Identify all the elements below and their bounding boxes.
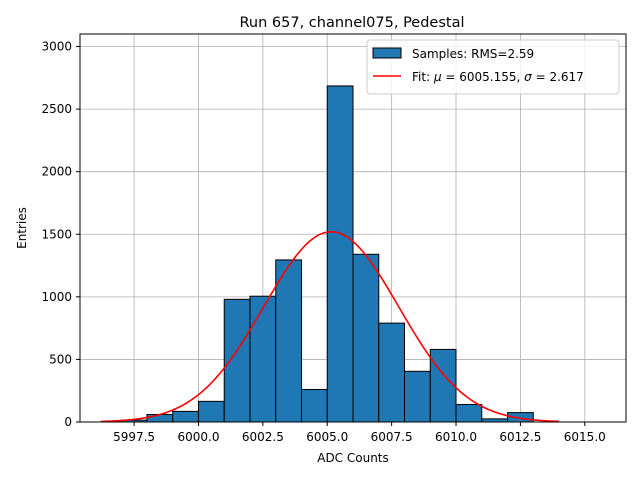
histogram-bar-13 — [455, 403, 483, 423]
histogram-bar-11 — [404, 370, 431, 423]
legend-patch-samples — [372, 47, 402, 59]
plot-frame — [79, 33, 627, 423]
histogram-bar-2 — [172, 410, 199, 423]
legend-mu-text: = 6005.155, — [442, 70, 525, 84]
y-axis-ticks: 0 500 1000 1500 2000 2500 3000 — [41, 40, 80, 429]
histogram-bar-1 — [146, 413, 174, 423]
legend-sigma-text: = 2.617 — [532, 70, 584, 84]
x-tick-label-4: 6007.5 — [371, 430, 413, 444]
y-tick-label-4: 2000 — [41, 165, 72, 179]
histogram-bar-6 — [275, 259, 302, 423]
legend-mu-symbol: μ — [433, 70, 442, 84]
legend-sigma-symbol: σ — [524, 70, 532, 84]
y-tick-label-5: 2500 — [41, 102, 72, 116]
legend-label-samples: Samples: RMS=2.59 — [412, 47, 534, 61]
histogram-bar-3 — [197, 400, 225, 423]
fit-curve — [100, 230, 560, 423]
y-tick-label-1: 500 — [49, 352, 72, 366]
legend-box — [366, 39, 620, 95]
x-axis-ticks: 5997.5 6000.0 6002.5 6005.0 6007.5 6010.0 6012… — [113, 422, 606, 444]
histogram-bar-5 — [249, 295, 277, 423]
histogram-bar-7 — [300, 388, 328, 423]
chart-title: Run 657, channel075, Pedestal — [239, 15, 464, 31]
x-tick-label-5: 6010.0 — [435, 430, 477, 444]
histogram-bar-9 — [352, 253, 380, 423]
x-axis-label: ADC Counts — [317, 451, 389, 465]
x-tick-label-3: 6005.0 — [306, 430, 348, 444]
histogram-bar-8 — [326, 85, 354, 423]
y-tick-label-2: 1000 — [41, 290, 72, 304]
y-tick-label-3: 1500 — [41, 227, 72, 241]
y-tick-label-0: 0 — [64, 415, 72, 429]
histogram-bar-10 — [378, 322, 406, 423]
legend: Samples: RMS=2.59 Fit: μ = 6005.155, σ =… — [366, 39, 620, 95]
legend-label-fit: Fit: μ = 6005.155, σ = 2.617 — [412, 70, 584, 84]
histogram-bar-12 — [429, 348, 457, 423]
x-tick-label-0: 5997.5 — [113, 430, 155, 444]
histogram-bars — [120, 85, 534, 423]
x-tick-label-1: 6000.0 — [177, 430, 219, 444]
x-tick-label-7: 6015.0 — [564, 430, 606, 444]
y-tick-label-6: 3000 — [41, 40, 72, 54]
histogram-bar-4 — [223, 298, 251, 423]
x-tick-label-6: 6012.5 — [499, 430, 541, 444]
legend-fit-prefix: Fit: — [412, 70, 434, 84]
y-axis-label: Entries — [15, 207, 29, 249]
x-tick-label-2: 6002.5 — [242, 430, 284, 444]
